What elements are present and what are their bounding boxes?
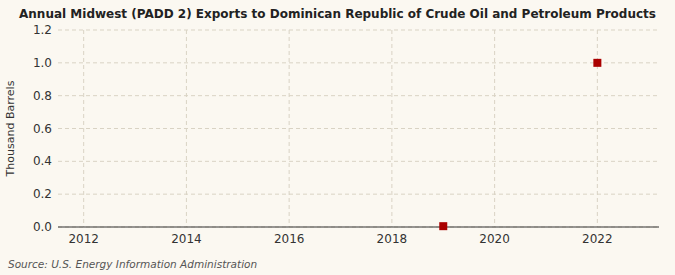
background xyxy=(0,0,675,275)
y-axis-label: Thousand Barrels xyxy=(4,80,17,177)
x-tick-label: 2012 xyxy=(68,232,99,246)
y-grid-line xyxy=(58,227,659,228)
y-grid-line xyxy=(58,161,659,162)
x-tick-label: 2018 xyxy=(377,232,408,246)
y-grid-line xyxy=(58,194,659,195)
y-grid-line xyxy=(58,62,659,63)
y-tick-label: 0.2 xyxy=(33,187,52,201)
point xyxy=(439,222,447,230)
y-tick-label: 0.8 xyxy=(33,89,52,103)
point xyxy=(593,59,601,67)
y-tick-label: 0.6 xyxy=(33,122,52,136)
source-note: Source: U.S. Energy Information Administ… xyxy=(8,258,257,270)
y-tick-label: 0.4 xyxy=(33,154,52,168)
x-tick-label: 2020 xyxy=(479,232,510,246)
x-tick-label: 2022 xyxy=(582,232,613,246)
y-tick-label: 0.0 xyxy=(33,220,52,234)
y-grid-line xyxy=(58,128,659,129)
y-tick-label: 1.0 xyxy=(33,56,52,70)
chart: 2012 2014 2016 2018 2020 2022 0.0 0.2 0.4 0.6 0.8 1… xyxy=(0,0,675,275)
title: Annual Midwest (PADD 2) Exports to Domin… xyxy=(19,7,656,21)
points xyxy=(439,59,601,230)
grid xyxy=(58,30,659,227)
x-grid-line xyxy=(391,30,392,227)
x-axis-line xyxy=(58,227,659,228)
x-grid-line xyxy=(83,30,84,227)
x-tick-label: 2016 xyxy=(274,232,305,246)
y-grid-line xyxy=(58,30,659,31)
y-grid-line xyxy=(58,95,659,96)
y-tick-label: 1.2 xyxy=(33,23,52,37)
x-tick-label: 2014 xyxy=(171,232,202,246)
